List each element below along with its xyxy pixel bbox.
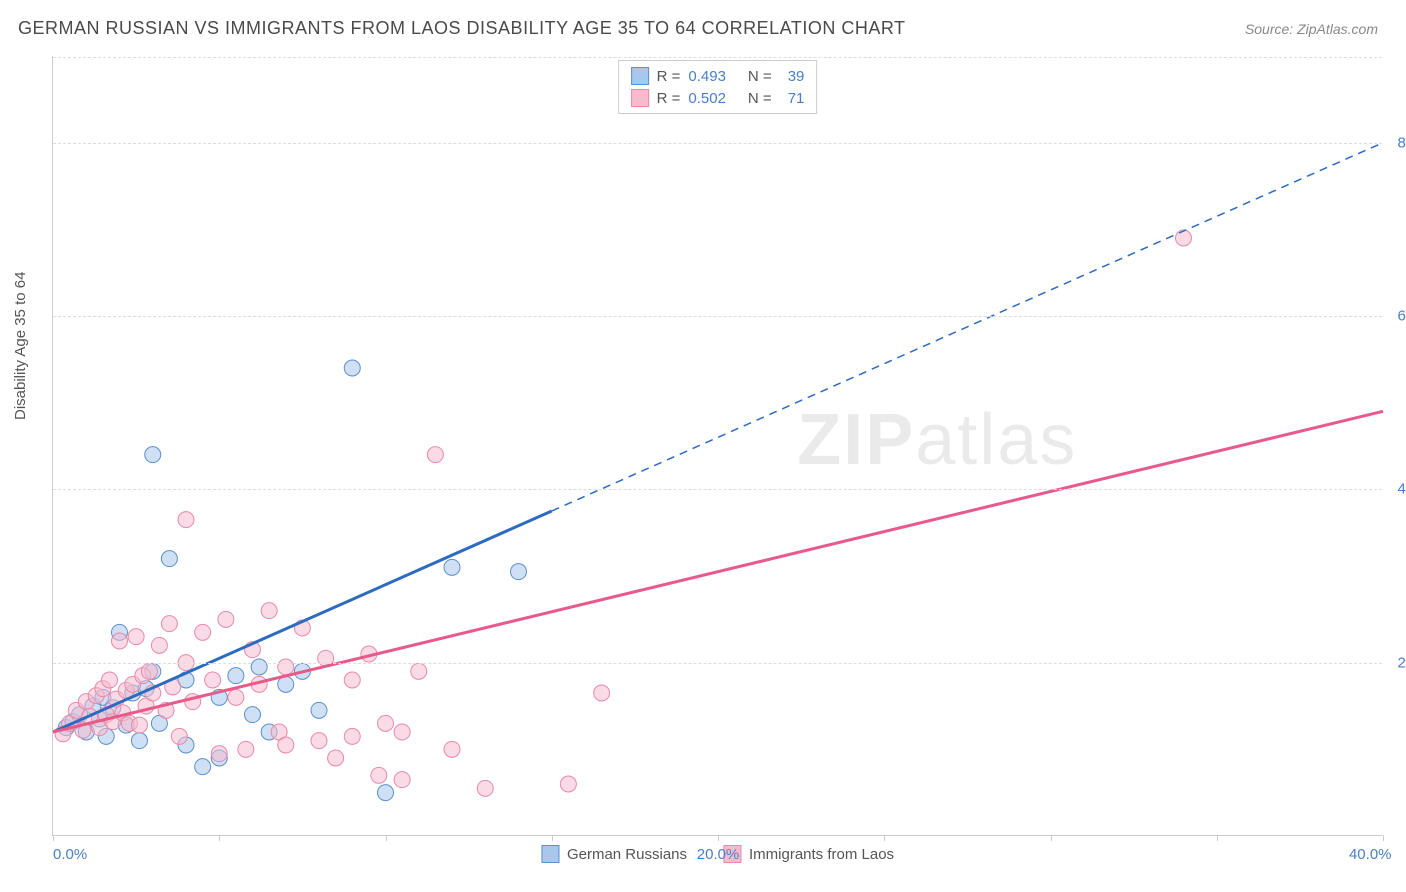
data-point <box>394 724 410 740</box>
data-point <box>228 689 244 705</box>
scatter-svg <box>53 56 1382 835</box>
data-point <box>261 603 277 619</box>
data-point <box>218 611 234 627</box>
data-point <box>328 750 344 766</box>
legend-swatch <box>541 845 559 863</box>
x-tick <box>53 835 54 841</box>
data-point <box>145 447 161 463</box>
legend-stat-row: R = 0.502 N = 71 <box>631 87 805 109</box>
data-point <box>311 733 327 749</box>
y-tick-label: 80.0% <box>1397 134 1406 151</box>
source-label: Source: ZipAtlas.com <box>1245 21 1378 37</box>
data-point <box>245 707 261 723</box>
x-tick <box>1051 835 1052 841</box>
data-point <box>477 780 493 796</box>
data-point <box>444 559 460 575</box>
x-tick <box>718 835 719 841</box>
data-point <box>161 551 177 567</box>
legend-swatch <box>631 89 649 107</box>
data-point <box>228 668 244 684</box>
data-point <box>511 564 527 580</box>
correlation-legend: R = 0.493 N = 39 R = 0.502 N = 71 <box>618 60 818 114</box>
data-point <box>444 741 460 757</box>
data-point <box>371 767 387 783</box>
data-point <box>378 785 394 801</box>
data-point <box>394 772 410 788</box>
data-point <box>171 728 187 744</box>
stat-n-label: N = <box>748 90 772 107</box>
data-point <box>102 672 118 688</box>
data-point <box>151 637 167 653</box>
data-point <box>195 624 211 640</box>
data-point <box>594 685 610 701</box>
y-axis-label: Disability Age 35 to 64 <box>12 272 29 420</box>
data-point <box>205 672 221 688</box>
data-point <box>278 659 294 675</box>
gridline <box>53 489 1382 490</box>
x-tick <box>884 835 885 841</box>
data-point <box>131 733 147 749</box>
stat-r-value: 0.502 <box>688 90 726 107</box>
legend-stat-row: R = 0.493 N = 39 <box>631 65 805 87</box>
stat-r-value: 0.493 <box>688 68 726 85</box>
y-tick-label: 60.0% <box>1397 308 1406 325</box>
data-point <box>128 629 144 645</box>
data-point <box>311 702 327 718</box>
data-point <box>378 715 394 731</box>
data-point <box>251 659 267 675</box>
data-point <box>211 746 227 762</box>
stat-n-label: N = <box>748 68 772 85</box>
x-tick <box>386 835 387 841</box>
legend-series-item: Immigrants from Laos <box>723 845 894 863</box>
data-point <box>344 672 360 688</box>
data-point <box>161 616 177 632</box>
gridline <box>53 143 1382 144</box>
data-point <box>238 741 254 757</box>
x-tick <box>1383 835 1384 841</box>
data-point <box>141 663 157 679</box>
y-tick-label: 20.0% <box>1397 654 1406 671</box>
legend-series-label: Immigrants from Laos <box>749 846 894 863</box>
x-tick-label: 0.0% <box>53 846 87 863</box>
legend-series-item: German Russians <box>541 845 687 863</box>
gridline <box>53 57 1382 58</box>
data-point <box>195 759 211 775</box>
data-point <box>1176 230 1192 246</box>
data-point <box>560 776 576 792</box>
stat-n-value: 39 <box>788 68 805 85</box>
data-point <box>411 663 427 679</box>
data-point <box>427 447 443 463</box>
x-tick <box>219 835 220 841</box>
data-point <box>131 717 147 733</box>
trend-line-dashed <box>552 143 1383 511</box>
stat-r-label: R = <box>657 68 681 85</box>
trend-line <box>53 511 552 732</box>
x-tick-label: 40.0% <box>1349 846 1392 863</box>
gridline <box>53 316 1382 317</box>
chart-plot-area: R = 0.493 N = 39 R = 0.502 N = 71 ZIPatl… <box>52 56 1382 836</box>
stat-n-value: 71 <box>788 90 805 107</box>
x-tick <box>552 835 553 841</box>
data-point <box>278 737 294 753</box>
data-point <box>344 360 360 376</box>
data-point <box>112 633 128 649</box>
x-tick <box>1217 835 1218 841</box>
stat-r-label: R = <box>657 90 681 107</box>
legend-swatch <box>631 67 649 85</box>
x-tick-label: 20.0% <box>697 846 740 863</box>
y-tick-label: 40.0% <box>1397 481 1406 498</box>
legend-series-label: German Russians <box>567 846 687 863</box>
data-point <box>344 728 360 744</box>
gridline <box>53 663 1382 664</box>
chart-title: GERMAN RUSSIAN VS IMMIGRANTS FROM LAOS D… <box>18 18 906 39</box>
trend-line <box>53 411 1383 732</box>
data-point <box>178 512 194 528</box>
